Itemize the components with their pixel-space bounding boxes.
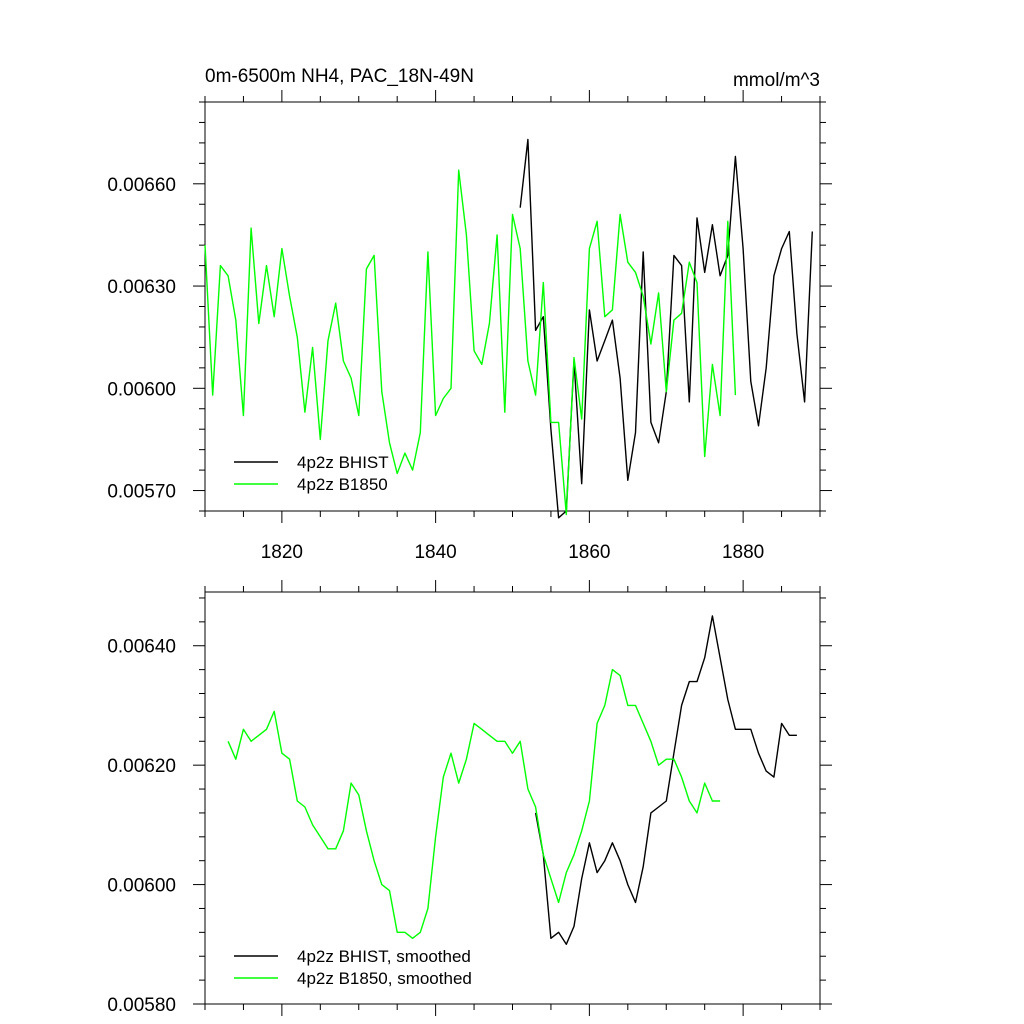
legend-label: 4p2z B1850, smoothed [297, 969, 472, 988]
top-panel-units: mmol/m^3 [733, 70, 820, 91]
y-tick-label: 0.00660 [107, 175, 176, 196]
bottom-legend: 4p2z BHIST, smoothed 4p2z B1850, smoothed [234, 947, 472, 988]
bottom-panel: 0.00580 0.00600 0.00620 0.00640 4p2z BHIST,… [107, 580, 832, 1016]
top-panel: 0m-6500m NH4, PAC_18N-49N mmol/m^3 1820 1… [107, 66, 832, 563]
series-line-bhist [519, 138, 813, 519]
x-tick-label: 1860 [568, 542, 610, 563]
top-plot-frame [204, 101, 821, 512]
x-tick-label: 1880 [722, 542, 764, 563]
series-line-b1850 [227, 668, 721, 939]
top-series-lines [204, 138, 813, 519]
y-tick-label: 0.00640 [107, 637, 176, 658]
top-axis-ticks: 1820 1840 1860 1880 0.00570 0.00600 0.00630 0.0… [107, 90, 832, 563]
y-tick-label: 0.00570 [107, 482, 176, 503]
y-tick-label: 0.00620 [107, 756, 176, 777]
series-line-bhist [534, 615, 797, 945]
legend-label: 4p2z BHIST [297, 453, 389, 472]
series-line-b1850 [204, 169, 737, 516]
x-tick-label: 1840 [414, 542, 456, 563]
x-tick-label: 1820 [261, 542, 303, 563]
bottom-axis-ticks: 0.00580 0.00600 0.00620 0.00640 [107, 580, 832, 1016]
top-panel-title: 0m-6500m NH4, PAC_18N-49N [205, 66, 474, 87]
y-tick-label: 0.00600 [107, 379, 176, 400]
legend-label: 4p2z B1850 [297, 475, 388, 494]
top-legend: 4p2z BHIST 4p2z B1850 [234, 453, 389, 494]
bottom-series-lines [227, 615, 797, 945]
legend-label: 4p2z BHIST, smoothed [297, 947, 471, 966]
y-tick-label: 0.00600 [107, 876, 176, 897]
y-tick-label: 0.00580 [107, 995, 176, 1016]
y-tick-label: 0.00630 [107, 277, 176, 298]
